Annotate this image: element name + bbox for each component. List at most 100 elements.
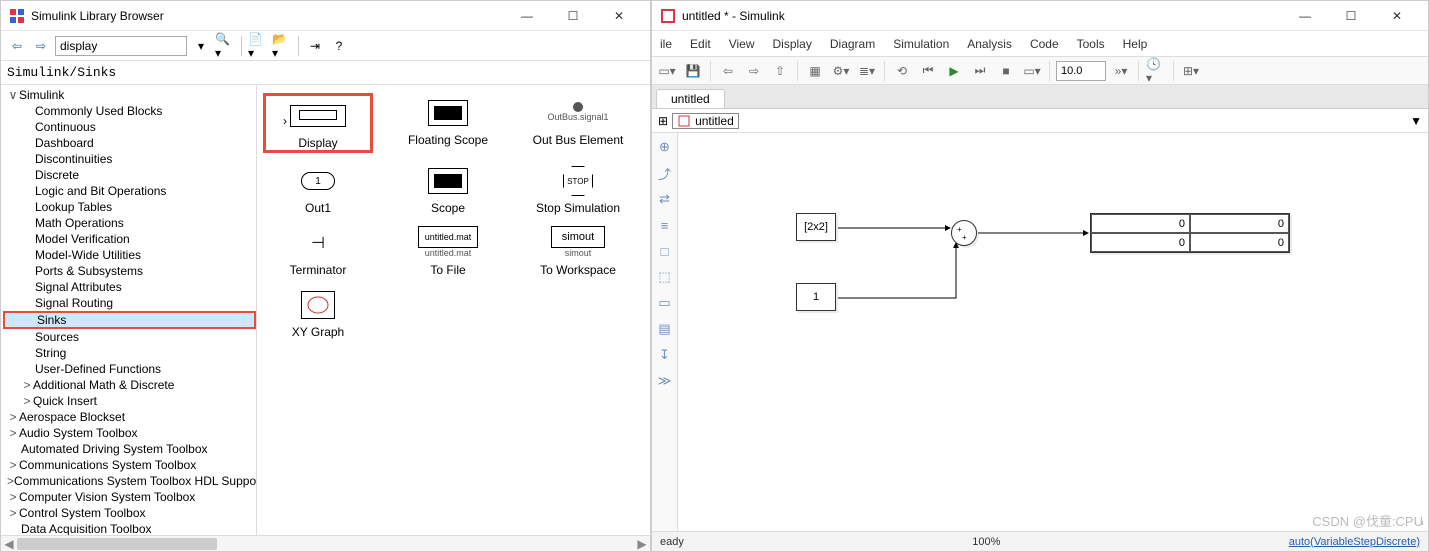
menu-diagram[interactable]: Diagram [828,35,877,53]
search-button[interactable]: 🔍▾ [215,36,235,56]
step-back-button[interactable]: ⏮ [917,60,939,82]
tree-node[interactable]: Discontinuities [3,151,256,167]
menu-edit[interactable]: Edit [688,35,713,53]
sum-block[interactable]: ++ [951,220,977,246]
crumb-dropdown[interactable]: ▼ [1410,114,1422,128]
clock-button[interactable]: 🕓▾ [1145,60,1167,82]
tree-node[interactable]: Discrete [3,167,256,183]
scrollbar-thumb[interactable] [17,538,217,550]
fast-restart-button[interactable]: ⟲ [891,60,913,82]
tree-node[interactable]: Dashboard [3,135,256,151]
step-fwd-button[interactable]: ⏭ [969,60,991,82]
constant-block-b[interactable]: 1 [796,283,836,311]
tree-node[interactable]: Signal Routing [3,295,256,311]
tree-node[interactable]: Lookup Tables [3,199,256,215]
tree-node[interactable]: >Communications System Toolbox [3,457,256,473]
nav-up-button[interactable]: ⇧ [769,60,791,82]
tree-node[interactable]: Ports & Subsystems [3,263,256,279]
block-to-file[interactable]: untitled.matuntitled.matTo File [393,223,503,277]
block-out-bus-element[interactable]: OutBus.signal1Out Bus Element [523,93,633,153]
tree-node[interactable]: User-Defined Functions [3,361,256,377]
save-button[interactable]: 💾 [682,60,704,82]
nav-fwd-button[interactable]: ⇨ [743,60,765,82]
tree-node[interactable]: Commonly Used Blocks [3,103,256,119]
tree-node[interactable]: Automated Driving System Toolbox [3,441,256,457]
block-xy-graph[interactable]: XY Graph [263,285,373,339]
hierarchy-icon[interactable]: ⊞ [658,114,668,128]
tree-node[interactable]: Logic and Bit Operations [3,183,256,199]
tree-node[interactable]: Model Verification [3,231,256,247]
open-folder-button[interactable]: 📂▾ [272,36,292,56]
mdl-close-button[interactable]: ✕ [1374,1,1420,31]
status-solver-link[interactable]: auto(VariableStepDiscrete) [1289,536,1420,548]
tree-node[interactable]: >Quick Insert [3,393,256,409]
constant-block-a[interactable]: [2x2] [796,213,836,241]
palette-tool-7[interactable]: ▤ [655,319,675,339]
menu-code[interactable]: Code [1028,35,1061,53]
block-floating-scope[interactable]: Floating Scope [393,93,503,153]
palette-tool-8[interactable]: ↧ [655,345,675,365]
lib-browser-button[interactable]: ▦ [804,60,826,82]
palette-tool-9[interactable]: ≫ [655,371,675,391]
menu-view[interactable]: View [727,35,757,53]
lib-titlebar[interactable]: Simulink Library Browser — ☐ ✕ [1,1,650,31]
mdl-maximize-button[interactable]: ☐ [1328,1,1374,31]
tree-node[interactable]: String [3,345,256,361]
tree-node[interactable]: Sinks [3,311,256,329]
tree-node[interactable]: >Additional Math & Discrete [3,377,256,393]
new-model-button[interactable]: 📄▾ [248,36,268,56]
menu-analysis[interactable]: Analysis [965,35,1014,53]
palette-tool-3[interactable]: ≡ [655,215,675,235]
search-dropdown[interactable]: ▾ [191,36,211,56]
palette-tool-4[interactable]: □ [655,241,675,261]
tree-node[interactable]: ∨Simulink [3,87,256,103]
palette-tool-6[interactable]: ▭ [655,293,675,313]
library-tree[interactable]: ∨SimulinkCommonly Used BlocksContinuousD… [1,85,257,535]
help-button[interactable]: ? [329,36,349,56]
tree-node[interactable]: >Control System Toolbox [3,505,256,521]
block-stop-simulation[interactable]: STOPStop Simulation [523,161,633,215]
model-canvas[interactable]: [2x2] 1 ++ 0 0 0 0 ⌟ [678,133,1428,531]
tree-node[interactable]: Signal Attributes [3,279,256,295]
palette-tool-5[interactable]: ⬚ [655,267,675,287]
tree-node[interactable]: >Communications System Toolbox HDL Suppo… [3,473,256,489]
model-crumb[interactable]: untitled [672,113,739,129]
block-out1[interactable]: 1Out1 [263,161,373,215]
tree-node[interactable]: Data Acquisition Toolbox [3,521,256,535]
back-button[interactable]: ⇦ [7,36,27,56]
tree-node[interactable]: Model-Wide Utilities [3,247,256,263]
mdl-titlebar[interactable]: untitled * - Simulink — ☐ ✕ [652,1,1428,31]
menu-tools[interactable]: Tools [1075,35,1107,53]
sim-time-input[interactable] [1056,61,1106,81]
new-button[interactable]: ▭▾ [656,60,678,82]
palette-tool-1[interactable]: ⤴ [655,163,675,183]
model-config-button[interactable]: ⚙▾ [830,60,852,82]
tree-node[interactable]: >Aerospace Blockset [3,409,256,425]
lib-minimize-button[interactable]: — [504,1,550,31]
tree-node[interactable]: >Audio System Toolbox [3,425,256,441]
tree-node[interactable]: Continuous [3,119,256,135]
mode-dropdown[interactable]: »▾ [1110,60,1132,82]
block-scope[interactable]: Scope [393,161,503,215]
tree-hscrollbar[interactable]: ◀ ▶ [1,535,650,551]
tree-node[interactable]: Sources [3,329,256,345]
block-display[interactable]: ›Display [263,93,373,153]
mdl-minimize-button[interactable]: — [1282,1,1328,31]
model-tab[interactable]: untitled [656,89,725,108]
palette-tool-0[interactable]: ⊕ [655,137,675,157]
forward-button[interactable]: ⇨ [31,36,51,56]
block-to-workspace[interactable]: simoutsimoutTo Workspace [523,223,633,277]
run-button[interactable]: ▶ [943,60,965,82]
explorer-button[interactable]: ≣▾ [856,60,878,82]
menu-display[interactable]: Display [771,35,814,53]
build-button[interactable]: ⊞▾ [1180,60,1202,82]
menu-simulation[interactable]: Simulation [891,35,951,53]
tree-node[interactable]: >Computer Vision System Toolbox [3,489,256,505]
record-button[interactable]: ▭▾ [1021,60,1043,82]
lib-maximize-button[interactable]: ☐ [550,1,596,31]
palette-tool-2[interactable]: ⇄ [655,189,675,209]
stay-on-top-button[interactable]: ⇥ [305,36,325,56]
lib-close-button[interactable]: ✕ [596,1,642,31]
block-terminator[interactable]: ⊣Terminator [263,223,373,277]
tree-node[interactable]: Math Operations [3,215,256,231]
